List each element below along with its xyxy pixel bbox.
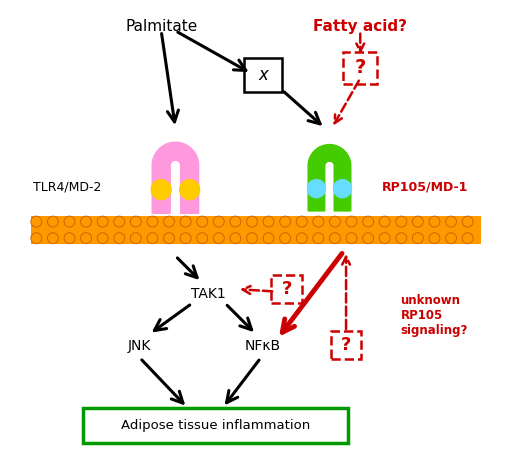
Circle shape — [329, 233, 340, 244]
Circle shape — [214, 216, 224, 227]
Circle shape — [131, 216, 141, 227]
Circle shape — [462, 216, 473, 227]
Circle shape — [280, 216, 291, 227]
Circle shape — [163, 233, 175, 244]
Circle shape — [307, 180, 326, 198]
Text: Fatty acid?: Fatty acid? — [313, 19, 407, 34]
Text: Palmitate: Palmitate — [125, 19, 197, 34]
Circle shape — [396, 233, 407, 244]
Circle shape — [151, 180, 171, 200]
Circle shape — [413, 233, 423, 244]
Circle shape — [313, 233, 324, 244]
Circle shape — [31, 216, 42, 227]
Text: ?: ? — [341, 336, 351, 354]
Circle shape — [346, 216, 357, 227]
Text: TLR4/MD-2: TLR4/MD-2 — [33, 181, 101, 194]
Polygon shape — [308, 145, 351, 211]
Circle shape — [114, 216, 125, 227]
Bar — [331, 331, 361, 359]
Circle shape — [180, 180, 200, 200]
Circle shape — [246, 233, 258, 244]
Circle shape — [346, 233, 357, 244]
Bar — [31, 216, 481, 244]
Circle shape — [131, 233, 141, 244]
Circle shape — [64, 233, 75, 244]
Text: NFκB: NFκB — [245, 339, 281, 353]
Circle shape — [379, 233, 390, 244]
Circle shape — [230, 233, 241, 244]
Bar — [83, 408, 349, 443]
Circle shape — [313, 216, 324, 227]
Circle shape — [114, 233, 125, 244]
Circle shape — [429, 216, 440, 227]
Circle shape — [429, 233, 440, 244]
Circle shape — [214, 233, 224, 244]
Circle shape — [163, 216, 175, 227]
Circle shape — [462, 233, 473, 244]
Circle shape — [197, 233, 208, 244]
Text: TAK1: TAK1 — [191, 287, 226, 301]
Circle shape — [379, 216, 390, 227]
Text: JNK: JNK — [128, 339, 152, 353]
Circle shape — [296, 216, 307, 227]
Circle shape — [48, 233, 58, 244]
Circle shape — [280, 233, 291, 244]
Circle shape — [147, 216, 158, 227]
Text: Adipose tissue inflammation: Adipose tissue inflammation — [121, 419, 310, 432]
Bar — [343, 52, 377, 84]
Circle shape — [230, 216, 241, 227]
Circle shape — [97, 216, 108, 227]
Circle shape — [445, 216, 457, 227]
Circle shape — [396, 216, 407, 227]
Text: ?: ? — [282, 280, 292, 298]
Circle shape — [333, 180, 352, 198]
Circle shape — [246, 216, 258, 227]
Circle shape — [97, 233, 108, 244]
Text: x: x — [258, 66, 268, 84]
Circle shape — [147, 233, 158, 244]
Circle shape — [263, 216, 274, 227]
Circle shape — [180, 233, 191, 244]
Circle shape — [64, 216, 75, 227]
Text: RP105/MD-1: RP105/MD-1 — [381, 181, 468, 194]
Circle shape — [445, 233, 457, 244]
Circle shape — [413, 216, 423, 227]
Circle shape — [80, 216, 92, 227]
Bar — [271, 275, 302, 303]
Circle shape — [329, 216, 340, 227]
Polygon shape — [152, 142, 199, 213]
Text: unknown
RP105
signaling?: unknown RP105 signaling? — [400, 294, 468, 337]
Text: ?: ? — [355, 58, 366, 77]
Circle shape — [362, 216, 374, 227]
Circle shape — [362, 233, 374, 244]
Circle shape — [197, 216, 208, 227]
Bar — [244, 58, 282, 92]
Circle shape — [180, 216, 191, 227]
Circle shape — [263, 233, 274, 244]
Circle shape — [48, 216, 58, 227]
Circle shape — [31, 233, 42, 244]
Circle shape — [80, 233, 92, 244]
Circle shape — [296, 233, 307, 244]
